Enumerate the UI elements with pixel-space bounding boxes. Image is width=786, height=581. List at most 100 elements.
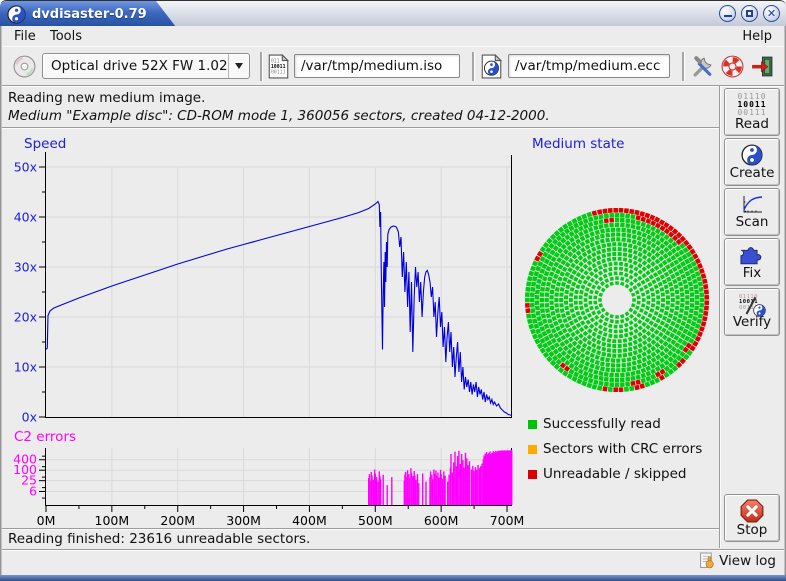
scan-button[interactable]: Scan <box>724 188 780 236</box>
legend-label: Successfully read <box>543 416 661 432</box>
maximize-icon <box>746 10 753 17</box>
svg-text:0x: 0x <box>22 410 37 425</box>
fix-label: Fix <box>742 264 762 281</box>
svg-text:600M: 600M <box>424 513 459 528</box>
preferences-tools-icon[interactable] <box>690 54 715 79</box>
svg-text:50x: 50x <box>14 160 37 175</box>
separator <box>0 549 786 551</box>
toolbar-separator <box>682 52 685 81</box>
window-border-left <box>0 26 2 581</box>
separator <box>0 127 719 129</box>
close-button[interactable]: ✕ <box>763 5 780 22</box>
svg-text:25: 25 <box>21 473 37 488</box>
create-yinyang-icon <box>741 143 763 166</box>
svg-text:C2 errors: C2 errors <box>14 429 76 445</box>
medium-info: Medium "Example disc": CD-ROM mode 1, 36… <box>8 108 550 124</box>
status-message: Reading finished: 23616 unreadable secto… <box>8 531 311 547</box>
svg-text:20x: 20x <box>14 310 37 325</box>
svg-text:700M: 700M <box>490 513 525 528</box>
separator <box>0 85 786 87</box>
verify-button[interactable]: 01110 10011 00111 Verify <box>724 288 780 336</box>
maximize-button[interactable] <box>741 5 758 22</box>
legend-swatch-green <box>528 419 537 429</box>
close-icon: ✕ <box>766 7 777 20</box>
ecc-file-input[interactable] <box>508 54 670 78</box>
action-title: Reading new medium image. <box>8 90 206 106</box>
legend-label: Sectors with CRC errors <box>543 441 703 457</box>
verify-yinyang-icon <box>753 303 766 317</box>
ecc-file-icon <box>481 54 502 79</box>
svg-text:10011: 10011 <box>271 64 286 70</box>
separator <box>0 528 719 530</box>
scan-label: Scan <box>735 214 769 230</box>
view-log-label: View log <box>719 552 776 569</box>
toolbar-separator <box>472 52 475 81</box>
legend-label: Unreadable / skipped <box>543 466 687 482</box>
svg-text:200M: 200M <box>160 513 195 528</box>
menu-file[interactable]: File <box>14 29 36 44</box>
read-label: Read <box>735 115 769 132</box>
stop-label: Stop <box>736 521 768 538</box>
window-title: dvdisaster-0.79 <box>32 6 147 22</box>
svg-text:400M: 400M <box>292 513 327 528</box>
svg-text:100: 100 <box>13 462 37 477</box>
legend-item-unreadable: Unreadable / skipped <box>528 466 686 482</box>
drive-selector[interactable]: Optical drive 52X FW 1.02 <box>42 53 250 79</box>
legend-swatch-orange <box>528 444 537 454</box>
window-border-right <box>784 26 786 581</box>
minimize-icon <box>723 14 732 18</box>
window-controls: ✕ <box>719 5 780 22</box>
menu-help[interactable]: Help <box>742 29 772 44</box>
svg-text:6: 6 <box>29 483 37 498</box>
view-log-icon <box>700 552 714 569</box>
verify-icon: 01110 10011 00111 <box>739 294 766 317</box>
help-lifebuoy-icon[interactable] <box>720 54 745 79</box>
legend-swatch-red <box>528 469 537 479</box>
toolbar: Optical drive 52X FW 1.02 011 10011 0011… <box>2 46 784 86</box>
fix-puzzle-icon <box>740 246 762 264</box>
read-button[interactable]: 01110 10011 00111 Read <box>724 88 780 136</box>
app-yinyang-icon <box>7 4 26 24</box>
stop-icon <box>740 499 764 522</box>
svg-text:40x: 40x <box>14 210 37 225</box>
stop-button[interactable]: Stop <box>724 494 780 542</box>
panel-separator <box>719 86 721 548</box>
medium-state-disc <box>524 207 710 393</box>
toolbar-separator <box>260 52 263 81</box>
c2-error-bars <box>368 450 513 505</box>
create-label: Create <box>729 164 775 181</box>
create-button[interactable]: Create <box>724 138 780 186</box>
scan-chart-icon <box>743 196 763 213</box>
image-file-input[interactable] <box>294 54 460 78</box>
minimize-button[interactable] <box>719 5 736 22</box>
svg-text:Medium state: Medium state <box>532 136 624 152</box>
drive-selector-value: Optical drive 52X FW 1.02 <box>51 58 228 74</box>
svg-text:10x: 10x <box>14 360 37 375</box>
legend-item-crc: Sectors with CRC errors <box>528 441 702 457</box>
series <box>45 200 710 505</box>
svg-text:100M: 100M <box>95 513 130 528</box>
menubar: File Tools Help <box>2 26 784 46</box>
chevron-down-icon <box>235 63 243 69</box>
svg-text:Speed: Speed <box>24 136 66 152</box>
quit-exit-icon[interactable] <box>750 54 775 79</box>
svg-text:300M: 300M <box>226 513 261 528</box>
title-tab[interactable]: dvdisaster-0.79 <box>0 1 176 27</box>
titlebar: dvdisaster-0.79 ✕ <box>0 0 786 27</box>
svg-text:00111: 00111 <box>271 70 286 76</box>
svg-text:400: 400 <box>13 452 37 467</box>
verify-label: Verify <box>732 313 772 330</box>
read-icon: 01110 10011 00111 <box>737 91 767 117</box>
optical-drive-icon <box>13 55 36 78</box>
window-border-bottom <box>0 575 786 581</box>
view-log-button[interactable]: View log <box>699 552 776 569</box>
fix-button[interactable]: Fix <box>724 238 780 286</box>
image-file-icon: 011 10011 00111 <box>268 54 289 79</box>
drive-selector-arrow[interactable] <box>228 54 249 78</box>
menu-tools[interactable]: Tools <box>50 29 83 44</box>
svg-text:500M: 500M <box>358 513 393 528</box>
svg-text:30x: 30x <box>14 260 37 275</box>
legend-item-read: Successfully read <box>528 416 661 432</box>
